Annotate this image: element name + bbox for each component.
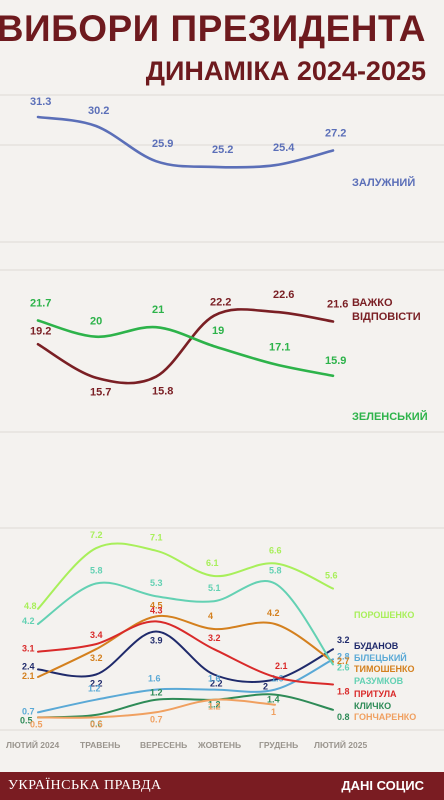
data-label-залужний: 25.4 (273, 142, 295, 154)
data-label-білецький: 1.2 (88, 684, 101, 694)
data-label-порошенко: 6.6 (269, 545, 282, 555)
data-label-притула: 1.8 (337, 687, 350, 697)
data-label-залужний: 25.9 (152, 138, 173, 150)
data-label-кличко: 0.6 (90, 719, 103, 729)
series-line-залужний (36, 115, 335, 169)
data-label-білецький: 0.7 (22, 706, 35, 716)
line-chart: 31.330.225.9 25.2 25.427.2ЗАЛУЖНИЙ19.215.7… (0, 94, 444, 750)
series-name-буданов: БУДАНОВ (354, 641, 399, 651)
series-name-притула: ПРИТУЛА (354, 689, 397, 699)
data-label-гончаренко: 0.7 (150, 714, 163, 724)
x-tick-label: ТРАВЕНЬ (80, 740, 120, 750)
data-label-зеленський: 20 (90, 316, 102, 328)
series-name-кличко: КЛИЧКО (354, 701, 391, 711)
x-tick-label: ЛЮТИЙ 2024 (6, 739, 59, 750)
data-label-порошенко: 7.2 (90, 530, 103, 540)
data-label-важко-відповісти: 19.2 (30, 325, 51, 337)
series-line-білецький (37, 658, 334, 714)
x-tick-label: ГРУДЕНЬ (259, 740, 298, 750)
data-label-гончаренко: 0.5 (30, 719, 43, 729)
data-label-притула: 3.4 (90, 630, 103, 640)
data-label-гончаренко: 0.5 (90, 719, 103, 729)
data-label-зеленський: 21 (152, 304, 164, 316)
data-label-білецький: 2.8 (337, 651, 350, 661)
data-label-зеленський: 21.7 (30, 298, 51, 310)
data-label-буданов: 2 (263, 682, 268, 692)
data-label-залужний: 25.2 (212, 144, 233, 156)
series-line-порошенко (37, 542, 334, 610)
series-line-гончаренко (37, 698, 276, 719)
data-label-білецький: 1.6 (208, 674, 221, 684)
data-label-зеленський: 15.9 (325, 355, 346, 367)
data-label-притула: 2.1 (275, 661, 288, 671)
data-label-залужний: 30.2 (88, 105, 109, 117)
data-label-гончаренко: 1 (271, 707, 276, 717)
data-label-кличко: 1.4 (267, 695, 280, 705)
data-label-разумков: 5.8 (90, 566, 103, 576)
data-label-буданов: 2.4 (22, 661, 35, 671)
chart-title: ВИБОРИ ПРЕЗИДЕНТА (0, 8, 426, 49)
series-name-гончаренко: ГОНЧАРЕНКО (354, 712, 416, 722)
data-label-притула: 3.2 (208, 633, 221, 643)
data-label-разумков: 5.3 (150, 578, 163, 588)
data-label-тимошенко: 4.5 (150, 600, 163, 610)
data-label-разумков: 2.6 (337, 662, 350, 672)
data-label-залужний: 27.2 (325, 128, 346, 140)
chart-subtitle: ДИНАМІКА 2024-2025 (145, 56, 426, 86)
series-name-зеленський: ЗЕЛЕНСЬКИЙ (352, 410, 428, 423)
data-label-гончаренко: 1.2 (208, 702, 221, 712)
series-name-залужний: ЗАЛУЖНИЙ (352, 176, 415, 189)
data-label-порошенко: 6.1 (206, 558, 219, 568)
data-label-тимошенко: 4 (208, 611, 213, 621)
data-label-зеленський: 17.1 (269, 341, 290, 353)
brand-label: УКРАЇНСЬКА ПРАВДА (8, 778, 162, 793)
data-label-білецький: 1.6 (148, 674, 161, 684)
data-label-важко-відповісти: 22.6 (273, 289, 294, 301)
data-label-важко-відповісти: 15.8 (152, 386, 173, 398)
data-label-притула: 3.1 (22, 644, 35, 654)
data-label-разумков: 5.1 (208, 583, 221, 593)
data-label-разумков: 5.8 (269, 566, 282, 576)
series-name-важко-відповісти: ВАЖКО ВІДПОВІСТИ (352, 297, 421, 323)
data-label-тимошенко: 4.2 (267, 608, 280, 618)
data-label-притула: 4.3 (150, 605, 163, 615)
data-label-кличко: 1.2 (150, 688, 163, 698)
data-label-порошенко: 7.1 (150, 533, 163, 543)
data-label-буданов: 2.2 (210, 679, 223, 689)
series-line-притула (37, 620, 334, 686)
source-label: ДАНІ СОЦИС (341, 778, 424, 793)
x-tick-label: ВЕРЕСЕНЬ (140, 740, 187, 750)
x-tick-label: ЖОВТЕНЬ (197, 740, 241, 750)
data-label-порошенко: 5.6 (325, 571, 338, 581)
data-label-важко-відповісти: 15.7 (90, 387, 111, 399)
series-line-разумков (37, 580, 334, 666)
data-label-буданов: 3.9 (150, 636, 163, 646)
series-line-важко-відповісти (36, 308, 335, 385)
data-label-буданов: 2.2 (90, 679, 103, 689)
data-label-важко-відповісти: 22.2 (210, 297, 231, 309)
series-line-тимошенко (37, 614, 334, 678)
series-name-білецький: БІЛЕЦЬКИЙ (354, 652, 407, 663)
data-label-тимошенко: 2.1 (22, 671, 35, 681)
data-label-кличко: 0.5 (20, 715, 33, 725)
data-label-залужний: 31.3 (30, 96, 51, 108)
data-label-зеленський: 19 (212, 325, 224, 337)
x-tick-label: ЛЮТИЙ 2025 (314, 739, 367, 750)
footer-bar: УКРАЇНСЬКА ПРАВДА ДАНІ СОЦИС (0, 772, 444, 800)
data-label-разумков: 4.2 (22, 616, 35, 626)
series-line-зеленський (36, 319, 335, 378)
series-name-порошенко: ПОРОШЕНКО (354, 610, 414, 620)
series-name-разумков: РАЗУМКОВ (354, 676, 404, 686)
data-label-тимошенко: 3.2 (90, 653, 103, 663)
data-label-кличко: 1.2 (208, 700, 221, 710)
data-label-важко-відповісти: 21.6 (327, 299, 348, 311)
data-label-порошенко: 4.8 (24, 601, 37, 611)
data-label-тимошенко: 2.7 (337, 656, 350, 666)
data-label-кличко: 0.8 (337, 712, 350, 722)
series-line-кличко (37, 693, 334, 719)
series-line-буданов (37, 630, 334, 683)
data-label-буданов: 3.2 (337, 635, 350, 645)
series-name-тимошенко: ТИМОШЕНКО (354, 664, 415, 674)
